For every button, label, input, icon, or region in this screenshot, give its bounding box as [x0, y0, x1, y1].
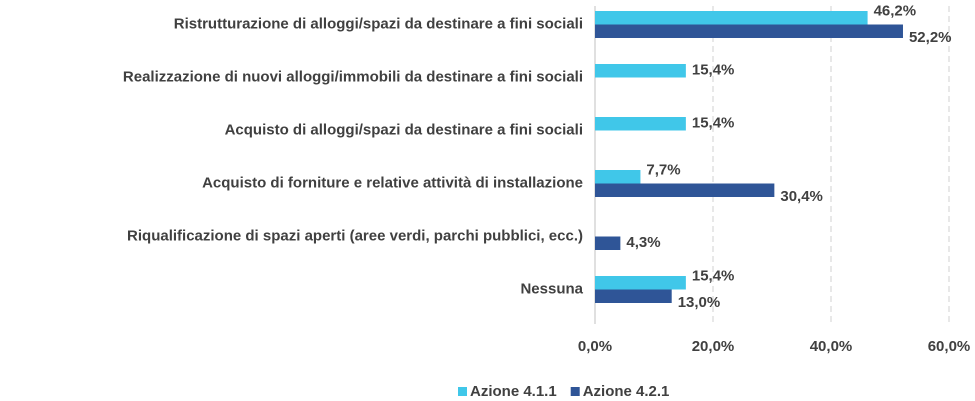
data-label: 52,2%: [909, 29, 952, 46]
bar: [595, 117, 686, 131]
bar: [595, 236, 621, 250]
bar: [595, 64, 686, 78]
y-tick-label: Riqualificazione di spazi aperti (aree v…: [127, 227, 583, 244]
data-label: 15,4%: [692, 268, 735, 285]
bar: [595, 276, 686, 290]
data-label: 13,0%: [678, 294, 721, 311]
legend-swatch: [458, 387, 467, 396]
data-label: 46,2%: [874, 3, 917, 20]
y-tick-label: Nessuna: [520, 280, 583, 297]
y-tick-label: Acquisto di forniture e relative attivit…: [202, 174, 583, 191]
y-tick-label: Realizzazione di nuovi alloggi/immobili …: [123, 68, 583, 85]
data-label: 15,4%: [692, 62, 735, 79]
data-label: 7,7%: [646, 162, 680, 179]
bar: [595, 170, 641, 184]
legend-swatch: [570, 387, 580, 396]
x-tick-label: 40,0%: [810, 338, 853, 355]
x-tick-label: 0,0%: [578, 338, 612, 355]
bar: [595, 183, 775, 197]
legend-label: Azione 4.1.1: [470, 383, 557, 400]
y-tick-label: Ristrutturazione di alloggi/spazi da des…: [174, 15, 583, 32]
bar: [595, 24, 903, 38]
x-tick-label: 20,0%: [692, 338, 735, 355]
y-tick-label: Acquisto di alloggi/spazi da destinare a…: [225, 121, 583, 138]
data-label: 30,4%: [780, 188, 823, 205]
data-label: 4,3%: [626, 234, 660, 251]
bar: [595, 289, 672, 303]
data-label: 15,4%: [692, 115, 735, 132]
legend-label: Azione 4.2.1: [583, 383, 670, 400]
x-tick-label: 60,0%: [928, 338, 971, 355]
bar: [595, 11, 868, 25]
